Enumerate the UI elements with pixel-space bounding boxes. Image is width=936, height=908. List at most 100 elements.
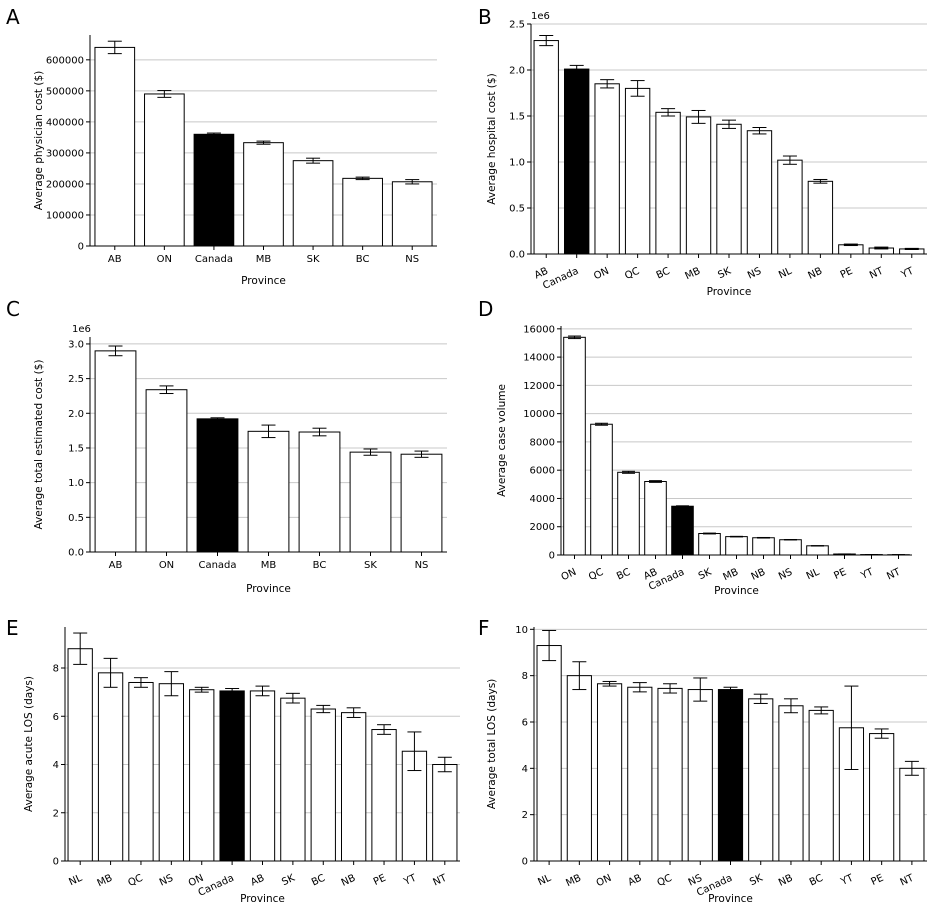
x-tick-label: NT (868, 265, 886, 281)
bar (717, 689, 744, 862)
x-tick-label: ON (595, 873, 614, 889)
bar (193, 133, 235, 247)
x-tick-label: NS (158, 873, 175, 889)
y-tick-label: 8000 (530, 437, 555, 448)
bar (391, 181, 433, 247)
x-tick-label: AB (533, 266, 550, 282)
x-tick-label: ON (157, 254, 172, 265)
x-tick-label: AB (626, 873, 643, 889)
y-tick-label: 100000 (46, 210, 84, 221)
y-axis-label: Average case volume (496, 384, 508, 497)
x-tick-label: NL (536, 873, 553, 889)
x-tick-label: PE (839, 266, 855, 281)
y-tick-label: 12000 (523, 381, 555, 392)
bar (298, 431, 341, 553)
panel-letter-d: D (478, 297, 493, 321)
bar (748, 698, 774, 862)
x-tick-label: SK (307, 254, 320, 265)
y-tick-label: 600000 (46, 55, 84, 66)
x-tick-label: NT (432, 872, 450, 888)
bar (349, 451, 392, 553)
y-tick-label: 400000 (46, 117, 84, 128)
panel-letter-c: C (6, 297, 20, 321)
bar (617, 471, 640, 556)
bar (432, 764, 458, 862)
bar (778, 705, 804, 862)
y-axis-label: Average total LOS (days) (486, 679, 498, 810)
x-tick-label: Canada (198, 560, 236, 571)
x-axis-label: Province (708, 893, 753, 905)
bar (657, 687, 683, 862)
bar (725, 536, 748, 556)
y-tick-label: 0.0 (68, 548, 84, 559)
bar (594, 83, 620, 255)
x-tick-label: QC (127, 873, 145, 889)
y-tick-label: 2.0 (509, 66, 525, 77)
bar (94, 46, 136, 247)
y-tick-label: 10000 (523, 409, 555, 420)
y-tick-label: 10 (515, 625, 528, 636)
bar (536, 645, 562, 862)
x-tick-label: MB (256, 254, 272, 265)
x-tick-label: NB (777, 873, 795, 889)
bar (67, 648, 93, 862)
y-axis-label: Average total estimated cost ($) (33, 359, 45, 529)
bar (590, 423, 613, 556)
x-tick-label: NS (415, 560, 429, 571)
x-tick-label: QC (623, 266, 641, 282)
x-tick-label: NL (805, 567, 822, 583)
y-tick-label: 3.0 (68, 339, 84, 350)
bar (746, 130, 773, 255)
x-tick-label: SK (280, 873, 297, 889)
x-tick-label: NT (899, 872, 917, 888)
bar (371, 729, 397, 862)
x-tick-label: SK (364, 560, 377, 571)
panel-letter-e: E (6, 616, 19, 640)
bar (869, 733, 895, 862)
x-tick-label: SK (748, 873, 765, 889)
bar (671, 505, 694, 556)
bar (566, 675, 592, 862)
y-tick-label: 4000 (530, 494, 555, 505)
x-tick-label: YT (839, 872, 856, 888)
y-axis-label: Average acute LOS (days) (23, 676, 35, 812)
y-tick-label: 16000 (523, 324, 555, 335)
x-tick-label: MB (96, 873, 115, 890)
bar (145, 389, 188, 553)
y-tick-label: 2.5 (68, 374, 84, 385)
y-tick-label: 1.5 (68, 443, 84, 454)
x-tick-label: MB (564, 873, 583, 890)
x-tick-label: AB (249, 873, 266, 889)
x-axis-label: Province (241, 275, 286, 287)
x-tick-label: YT (402, 872, 419, 888)
y-tick-label: 200000 (46, 179, 84, 190)
x-tick-label: ON (592, 266, 611, 282)
x-tick-label: BC (356, 254, 370, 265)
panel-letter-f: F (478, 616, 490, 640)
bar (342, 177, 383, 247)
x-axis-label: Province (707, 286, 752, 298)
bar (624, 87, 651, 255)
bar (128, 681, 154, 862)
x-tick-label: SK (716, 266, 733, 282)
bar (564, 68, 590, 255)
bar (310, 708, 336, 862)
x-tick-label: ON (159, 560, 174, 571)
y-tick-label: 1.0 (509, 158, 525, 169)
y-tick-label: 2 (53, 808, 59, 819)
bar (158, 683, 184, 862)
x-tick-label: NB (806, 266, 824, 282)
bar (400, 453, 443, 553)
x-tick-label: NS (405, 254, 419, 265)
x-tick-label: NT (885, 566, 903, 582)
bar (596, 683, 623, 862)
bar (94, 350, 137, 553)
bar (698, 533, 721, 556)
y-tick-label: 0.5 (68, 513, 84, 524)
bar (280, 697, 306, 862)
x-axis-label: Province (246, 583, 291, 595)
y-tick-label: 500000 (46, 86, 84, 97)
y-tick-label: 14000 (523, 353, 555, 364)
